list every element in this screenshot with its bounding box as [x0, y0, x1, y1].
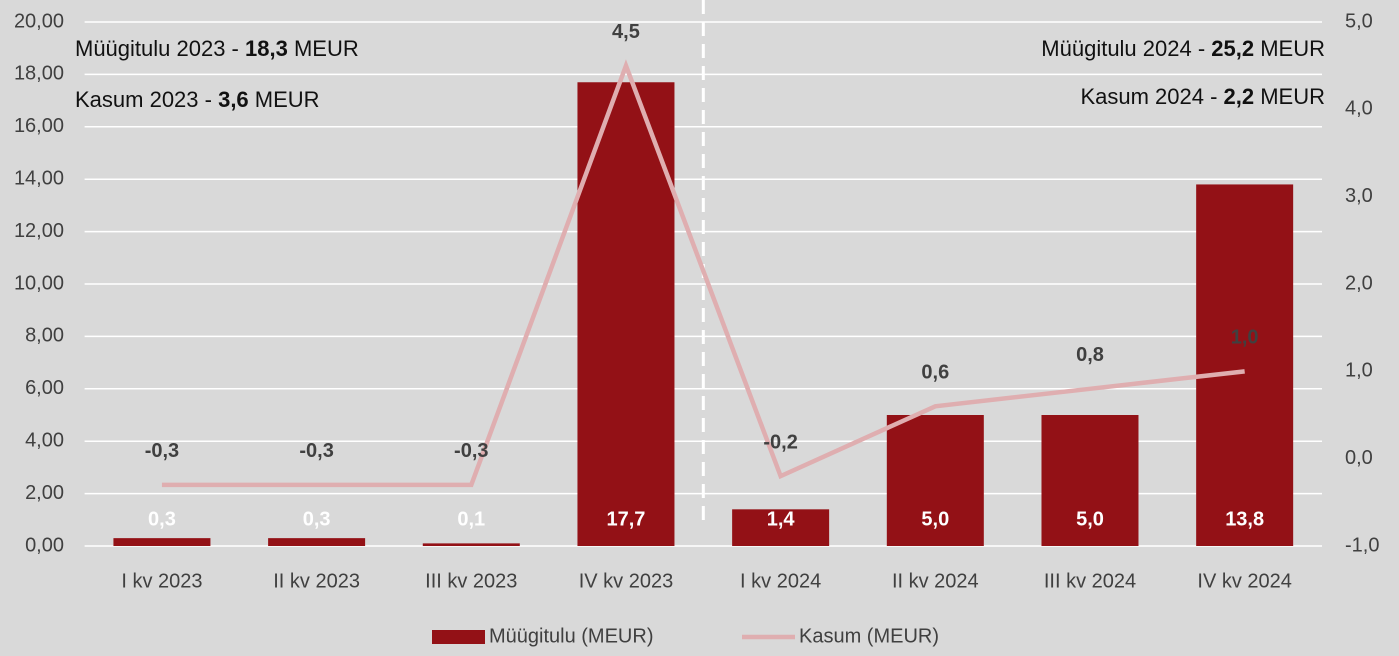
bar-value-label: 5,0 [921, 508, 949, 530]
line-value-label: 0,6 [921, 362, 949, 384]
y2-tick-label: 1,0 [1345, 360, 1373, 382]
y2-tick-label: -1,0 [1345, 534, 1379, 556]
x-tick-label: I kv 2023 [121, 570, 202, 592]
bar [268, 538, 366, 546]
annotation-unit: MEUR [288, 36, 359, 61]
line-value-label: -0,3 [145, 440, 179, 462]
annotation-text: Müügitulu 2024 - [1041, 36, 1211, 61]
bar-value-label: 0,1 [457, 508, 485, 530]
line [161, 59, 1245, 488]
line-value-label: -0,2 [763, 431, 797, 453]
y2-tick-label: 0,0 [1345, 447, 1373, 469]
line-value-label: 4,5 [612, 21, 640, 43]
x-tick-label: IV kv 2023 [579, 570, 674, 592]
legend-swatch [432, 630, 485, 644]
annotation-text: Kasum 2023 - [75, 87, 218, 112]
x-tick-label: III kv 2023 [425, 570, 517, 592]
bar [732, 509, 830, 546]
y2-tick-label: 2,0 [1345, 272, 1373, 294]
legend-label: Kasum (MEUR) [799, 625, 939, 647]
x-tick-label: II kv 2024 [892, 570, 979, 592]
bar-value-label: 0,3 [148, 508, 176, 530]
line-value-label: -0,3 [454, 440, 488, 462]
y-tick-label: 4,00 [25, 429, 64, 451]
annotation-value: 25,2 [1211, 36, 1254, 61]
y-tick-label: 6,00 [25, 377, 64, 399]
y-tick-label: 14,00 [14, 167, 64, 189]
bar [422, 543, 520, 546]
y2-tick-label: 3,0 [1345, 185, 1373, 207]
bar [1041, 415, 1139, 546]
x-tick-label: IV kv 2024 [1197, 570, 1292, 592]
y-tick-label: 8,00 [25, 325, 64, 347]
bar-value-label: 0,3 [303, 508, 331, 530]
annotation: Müügitulu 2023 - 18,3 MEUR [75, 36, 359, 61]
bar-value-label: 1,4 [767, 508, 796, 530]
y-tick-label: 18,00 [14, 63, 64, 85]
y2-tick-label: 5,0 [1345, 10, 1373, 32]
line-value-label: -0,3 [299, 440, 333, 462]
line-value-label: 0,8 [1076, 344, 1104, 366]
y2-tick-label: 4,0 [1345, 98, 1373, 120]
y-tick-label: 0,00 [25, 534, 64, 556]
bar-value-label: 17,7 [606, 508, 645, 530]
annotation-value: 18,3 [245, 36, 288, 61]
annotation-unit: MEUR [1254, 36, 1325, 61]
annotation-value: 3,6 [218, 87, 249, 112]
bar-value-label: 13,8 [1225, 508, 1264, 530]
annotation-text: Kasum 2024 - [1080, 84, 1223, 109]
x-tick-label: III kv 2024 [1044, 570, 1136, 592]
annotation-unit: MEUR [249, 87, 320, 112]
bar [1196, 184, 1294, 546]
annotation-text: Müügitulu 2023 - [75, 36, 245, 61]
line-value-label: 1,0 [1231, 327, 1259, 349]
y-tick-label: 2,00 [25, 482, 64, 504]
y-tick-label: 12,00 [14, 220, 64, 242]
bar [886, 415, 984, 546]
legend-label: Müügitulu (MEUR) [489, 625, 653, 647]
annotation: Kasum 2024 - 2,2 MEUR [1080, 84, 1325, 109]
bar [113, 538, 211, 546]
y-tick-label: 16,00 [14, 115, 64, 137]
x-tick-label: II kv 2023 [273, 570, 360, 592]
y-tick-label: 10,00 [14, 272, 64, 294]
x-tick-label: I kv 2024 [740, 570, 821, 592]
annotation-value: 2,2 [1224, 84, 1255, 109]
bar-value-label: 5,0 [1076, 508, 1104, 530]
annotation: Kasum 2023 - 3,6 MEUR [75, 87, 320, 112]
y-tick-label: 20,00 [14, 10, 64, 32]
annotation-unit: MEUR [1254, 84, 1325, 109]
annotation: Müügitulu 2024 - 25,2 MEUR [1041, 36, 1325, 61]
